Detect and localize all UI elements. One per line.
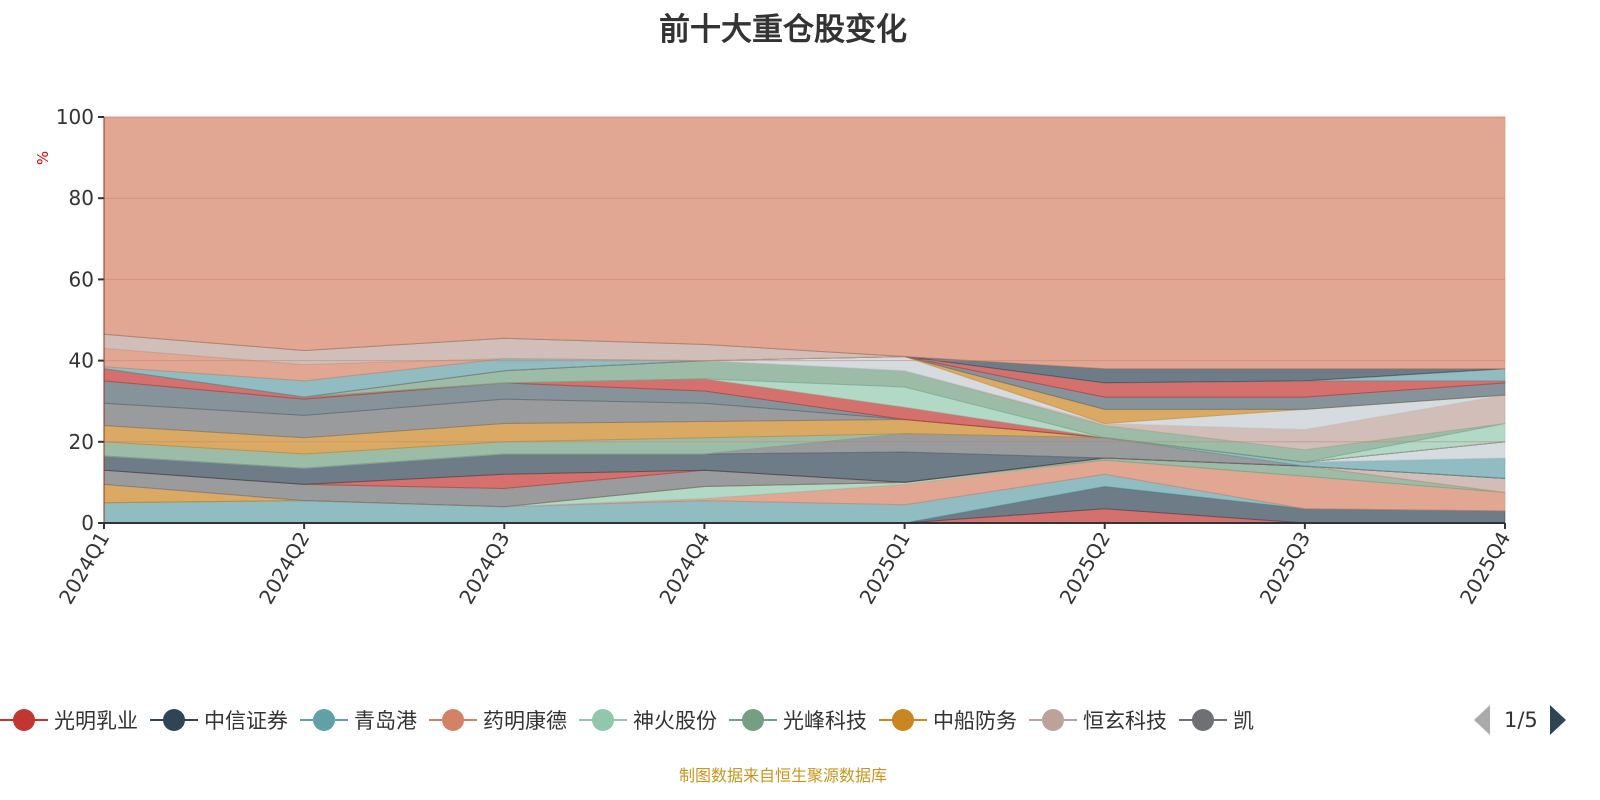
x-tick-label: 2025Q4 (1455, 528, 1515, 609)
stacked-area-chart: 0 20 40 60 80 100 2024Q1 2024Q2 2024Q3 2024Q4 2025… (34, 105, 1515, 609)
legend-label: 青岛港 (354, 709, 417, 733)
legend: 光明乳业 中信证券 青岛港 药明康德 神火股份 光峰科技 中船防务 恒玄科技 凯 (0, 704, 1470, 736)
legend-label: 神火股份 (633, 709, 717, 733)
data-source-note: 制图数据来自恒生聚源数据库 (678, 766, 887, 785)
x-tick-label: 2024Q2 (254, 528, 314, 609)
legend-item[interactable]: 光峰科技 (729, 704, 867, 736)
legend-item[interactable]: 光明乳业 (0, 704, 138, 736)
legend-marker-icon (1029, 708, 1077, 732)
legend-item[interactable]: 中船防务 (879, 704, 1017, 736)
y-tick-label: 100 (56, 105, 94, 129)
x-tick-label: 2024Q4 (654, 528, 714, 609)
legend-prev-page-icon[interactable] (1474, 705, 1490, 735)
x-tick-label: 2024Q1 (54, 528, 114, 609)
legend-label: 光明乳业 (54, 709, 138, 733)
legend-marker-icon (429, 708, 477, 732)
legend-item[interactable]: 凯 (1179, 704, 1254, 736)
legend-marker-icon (1179, 708, 1227, 732)
legend-item[interactable]: 青岛港 (300, 704, 417, 736)
legend-label: 恒玄科技 (1083, 709, 1167, 733)
x-tick-label: 2025Q2 (1055, 528, 1115, 609)
y-tick-label: 20 (69, 430, 94, 454)
legend-label: 中船防务 (933, 709, 1017, 733)
y-tick-label: 40 (69, 349, 94, 373)
legend-item[interactable]: 神火股份 (579, 704, 717, 736)
legend-marker-icon (300, 708, 348, 732)
legend-item[interactable]: 恒玄科技 (1029, 704, 1167, 736)
legend-next-page-icon[interactable] (1549, 705, 1566, 735)
y-tick-label: 60 (69, 267, 94, 291)
y-tick-label: 80 (69, 186, 94, 210)
legend-page-indicator: 1/5 (1504, 708, 1538, 732)
x-tick-label: 2025Q1 (854, 528, 914, 609)
legend-label: 药明康德 (483, 709, 567, 733)
legend-marker-icon (150, 708, 198, 732)
chart-title: 前十大重仓股变化 (659, 12, 907, 48)
legend-marker-icon (0, 708, 48, 732)
legend-marker-icon (579, 708, 627, 732)
legend-marker-icon (879, 708, 927, 732)
area-series-group (103, 116, 1506, 524)
y-axis-label: % (34, 151, 52, 165)
legend-label: 凯 (1233, 709, 1254, 733)
legend-label: 光峰科技 (783, 709, 867, 733)
legend-marker-icon (729, 708, 777, 732)
legend-pager: 1/5 (1470, 704, 1566, 736)
legend-item[interactable]: 中信证券 (150, 704, 288, 736)
x-tick-label: 2025Q3 (1255, 528, 1315, 609)
legend-item[interactable]: 药明康德 (429, 704, 567, 736)
legend-label: 中信证券 (204, 709, 288, 733)
x-tick-label: 2024Q3 (454, 528, 514, 609)
grid-lines (104, 116, 1505, 443)
y-tick-label: 0 (81, 511, 94, 535)
area-series-remainder[interactable] (103, 116, 1506, 370)
